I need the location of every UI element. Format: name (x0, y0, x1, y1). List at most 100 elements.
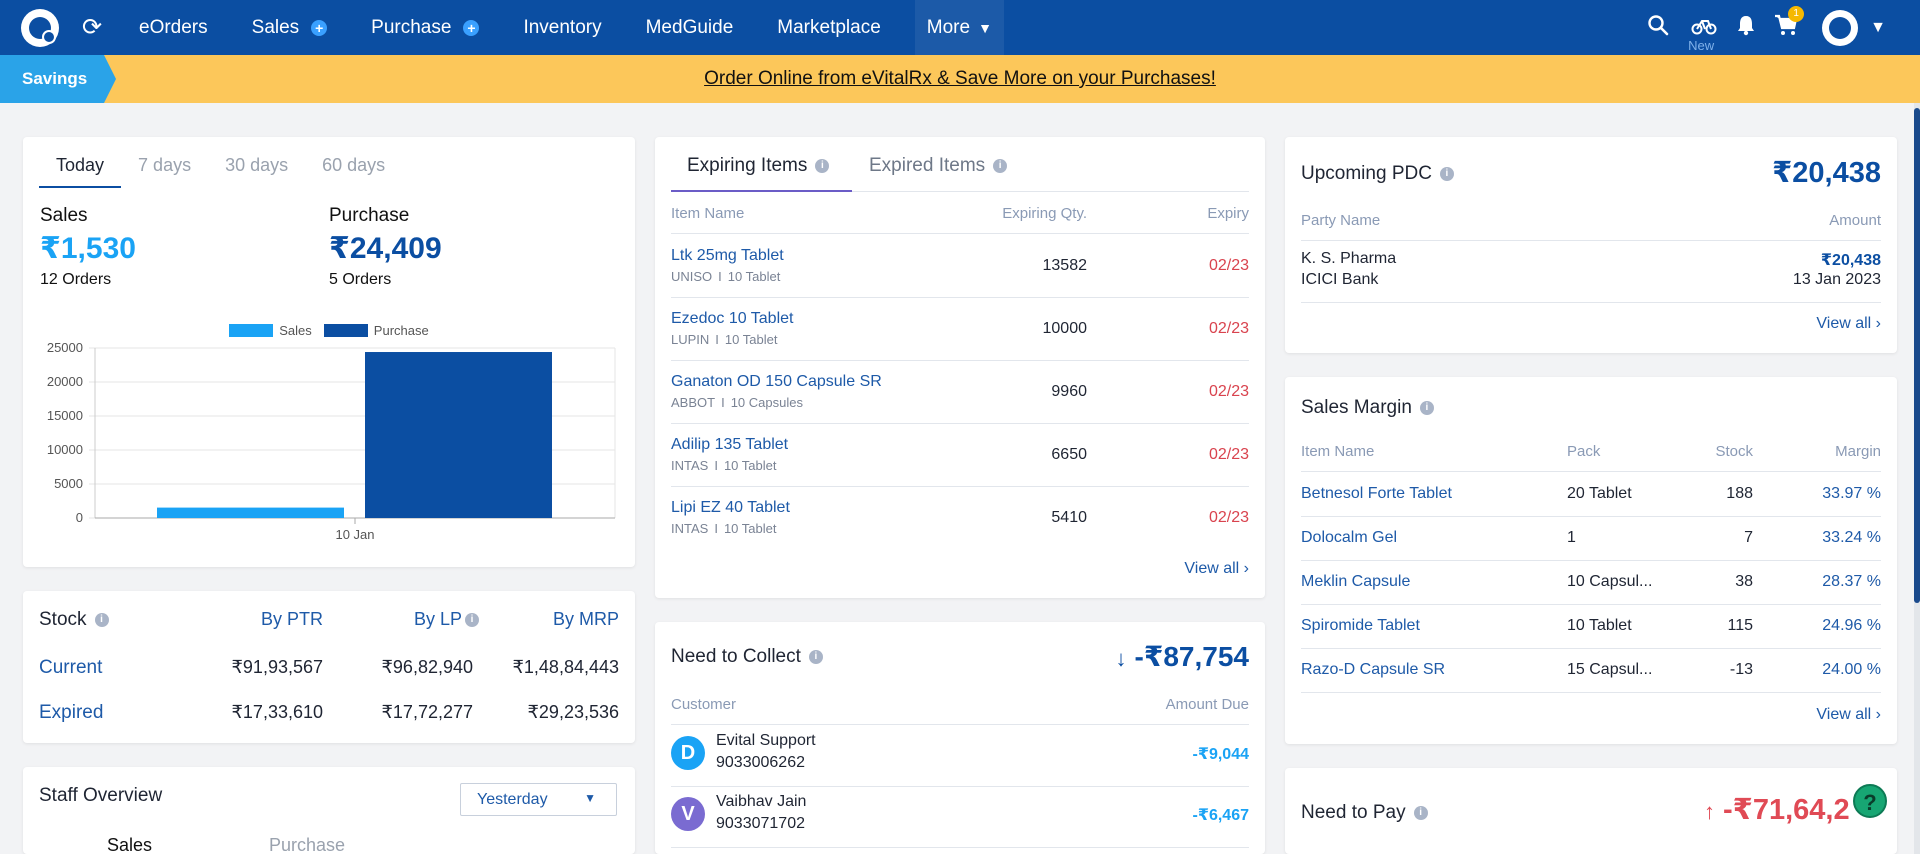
margin-row[interactable]: Dolocalm Gel 1 7 33.24 % (1301, 517, 1881, 561)
pdc-view-all-link[interactable]: View all › (1816, 315, 1881, 333)
nav-inventory[interactable]: Inventory (501, 0, 623, 55)
search-icon[interactable] (1638, 14, 1678, 42)
add-sale-icon[interactable]: + (311, 19, 328, 36)
expiring-view-all-link[interactable]: View all › (1184, 560, 1249, 578)
stock-row-label[interactable]: Expired (39, 702, 104, 723)
item-name[interactable]: Ganaton OD 150 Capsule SR (671, 373, 882, 390)
item-name[interactable]: Spiromide Tablet (1301, 617, 1420, 634)
view-all-label: View all (1184, 560, 1240, 577)
item-name[interactable]: Meklin Capsule (1301, 573, 1411, 590)
need-to-pay-card: Need to Pay i ↑ -₹71,64,2 (1285, 768, 1897, 854)
expiring-row[interactable]: Ezedoc 10 Tablet LUPIN I 10 Tablet 10000 02/2… (671, 298, 1249, 361)
collect-row[interactable]: D Evital Support 9033006262 -₹9,044 (671, 726, 1249, 787)
y-tick-label: 5000 (54, 476, 83, 491)
item-separator: I (721, 395, 725, 410)
delivery-bike-icon[interactable]: New (1684, 14, 1724, 53)
arrow-down-icon: ↓ (1115, 646, 1127, 671)
margin-row[interactable]: Meklin Capsule 10 Capsul... 38 28.37 % (1301, 561, 1881, 605)
scrollbar-thumb[interactable] (1914, 108, 1920, 603)
col-pack: Pack (1567, 443, 1601, 460)
pdc-table-header: Party Name Amount (1301, 201, 1881, 241)
tab-7-days[interactable]: 7 days (138, 155, 192, 175)
tab-label: Expiring Items (687, 155, 808, 176)
margin-row[interactable]: Razo-D Capsule SR 15 Capsul... -13 24.00 % (1301, 649, 1881, 693)
nav-eorders[interactable]: eOrders (117, 0, 230, 55)
info-icon[interactable]: i (94, 612, 109, 627)
app-logo-icon[interactable] (21, 8, 59, 47)
item-margin: 33.24 % (1822, 529, 1881, 546)
nav-sales[interactable]: Sales + (230, 0, 350, 55)
tab-60-days[interactable]: 60 days (322, 155, 386, 175)
stock-row-label[interactable]: Current (39, 657, 103, 678)
bell-icon[interactable] (1726, 14, 1766, 42)
item-name[interactable]: Lipi EZ 40 Tablet (671, 499, 790, 516)
expiring-row[interactable]: Lipi EZ 40 Tablet INTAS I 10 Tablet 5410 02/2… (671, 487, 1249, 550)
staff-tab-sales[interactable]: Sales (107, 835, 153, 854)
col-expiry: Expiry (1207, 205, 1249, 222)
item-name[interactable]: Adilip 135 Tablet (671, 436, 789, 453)
pdc-row[interactable]: K. S. Pharma ICICI Bank ₹20,438 13 Jan 2… (1301, 250, 1881, 303)
amount-due: -₹9,044 (1192, 746, 1250, 763)
nav-purchase[interactable]: Purchase + (349, 0, 501, 55)
info-icon[interactable]: i (1439, 166, 1454, 181)
item-pack: 10 Tablet (723, 458, 777, 473)
add-purchase-icon[interactable]: + (463, 19, 480, 36)
item-maker: INTAS (671, 521, 709, 536)
staff-period-value: Yesterday (477, 791, 548, 808)
refresh-icon[interactable]: ⟳ (81, 14, 103, 41)
stock-value: ₹1,48,84,443 (512, 657, 619, 677)
item-name[interactable]: Dolocalm Gel (1301, 529, 1398, 546)
nav-marketplace[interactable]: Marketplace (755, 0, 903, 55)
pdc-party: K. S. Pharma (1301, 250, 1397, 267)
collect-row[interactable]: V Vaibhav Jain 9033071702 -₹6,467 (671, 787, 1249, 848)
col-amount: Amount (1829, 212, 1881, 229)
item-name[interactable]: Betnesol Forte Tablet (1301, 485, 1452, 502)
expiring-row[interactable]: Ganaton OD 150 Capsule SR ABBOT I 10 Capsul… (671, 361, 1249, 424)
user-avatar[interactable] (1822, 9, 1859, 46)
item-name[interactable]: Ezedoc 10 Tablet (671, 310, 794, 327)
info-icon[interactable]: i (465, 613, 479, 628)
expiring-row[interactable]: Adilip 135 Tablet INTAS I 10 Tablet 6650 02/2… (671, 424, 1249, 487)
nav-medguide[interactable]: MedGuide (624, 0, 756, 55)
expiring-row[interactable]: Ltk 25mg Tablet UNISO I 10 Tablet 13582 02/23 (671, 235, 1249, 298)
upcoming-pdc-card: Upcoming PDC i ₹20,438 Party Name Amount … (1285, 137, 1897, 353)
info-icon[interactable]: i (1419, 400, 1434, 415)
staff-period-select[interactable]: Yesterday ▼ (460, 783, 617, 816)
info-icon[interactable]: i (808, 649, 823, 664)
margin-view-all-link[interactable]: View all › (1816, 706, 1881, 724)
item-pack: 20 Tablet (1567, 485, 1632, 502)
margin-row[interactable]: Spiromide Tablet 10 Tablet 115 24.96 % (1301, 605, 1881, 649)
period-tabs: Today 7 days 30 days 60 days (39, 151, 402, 188)
cart-icon[interactable]: 1 (1766, 5, 1806, 42)
col-expiring-qty: Expiring Qty. (1002, 205, 1087, 222)
item-name[interactable]: Razo-D Capsule SR (1301, 661, 1446, 678)
tab-expired-items[interactable]: Expired Items i (869, 155, 1008, 177)
staff-tab-purchase[interactable]: Purchase (269, 835, 346, 854)
margin-row[interactable]: Betnesol Forte Tablet 20 Tablet 188 33.97 % (1301, 473, 1881, 517)
item-name[interactable]: Ltk 25mg Tablet (671, 247, 784, 264)
legend-item-sales[interactable]: Sales (229, 323, 312, 338)
new-label: New (1688, 37, 1715, 53)
tab-30-days[interactable]: 30 days (225, 155, 289, 175)
item-margin: 24.00 % (1822, 661, 1881, 678)
stock-col-mrp: By MRP (552, 609, 619, 629)
info-icon[interactable]: i (815, 158, 830, 173)
tab-today[interactable]: Today (39, 151, 122, 188)
help-button[interactable]: ? (1853, 784, 1887, 818)
margin-title: Sales Margin i (1301, 397, 1434, 419)
savings-tag: Savings (0, 55, 116, 103)
legend-item-purchase[interactable]: Purchase (323, 323, 429, 338)
info-icon[interactable]: i (1413, 805, 1428, 820)
expiring-table-header: Item Name Expiring Qty. Expiry (671, 194, 1249, 234)
promo-link[interactable]: Order Online from eVitalRx & Save More o… (704, 68, 1216, 89)
sales-orders: 12 Orders (40, 271, 112, 288)
tab-expiring-items[interactable]: Expiring Items i (671, 155, 852, 192)
chevron-down-icon: ▼ (978, 19, 992, 36)
bar-sales[interactable] (157, 507, 344, 518)
pdc-total: ₹20,438 (1772, 157, 1881, 189)
nav-more[interactable]: More ▼ (914, 0, 1004, 55)
info-icon[interactable]: i (993, 158, 1008, 173)
caret-down-icon: ▼ (584, 791, 596, 805)
chevron-down-icon[interactable]: ▼ (1870, 18, 1886, 36)
bar-purchase[interactable] (365, 352, 552, 518)
